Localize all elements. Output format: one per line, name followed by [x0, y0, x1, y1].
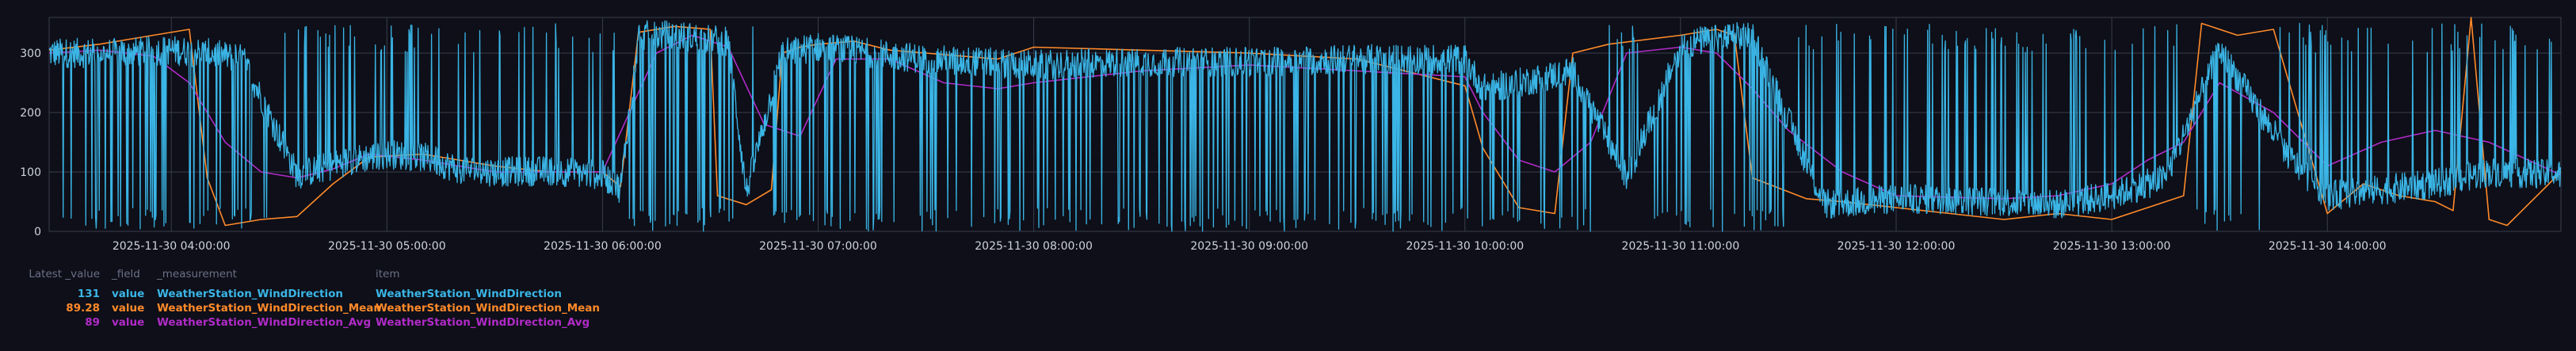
legend-item: WeatherStation_WindDirection_Mean — [376, 302, 601, 315]
legend-measurement: WeatherStation_WindDirection — [157, 288, 343, 300]
y-tick-label: 100 — [20, 166, 41, 179]
series-lines — [48, 17, 2562, 232]
x-tick-label: 2025-11-30 10:00:00 — [1406, 240, 1524, 253]
x-tick-label: 2025-11-30 12:00:00 — [1838, 240, 1956, 253]
legend-measurement: WeatherStation_WindDirection_Avg — [157, 316, 372, 329]
x-tick-label: 2025-11-30 13:00:00 — [2053, 240, 2171, 253]
y-axis: 0 100 200 300 — [20, 48, 41, 238]
x-tick-label: 2025-11-30 14:00:00 — [2269, 240, 2387, 253]
legend-table: Latest _value _field _measurement item 1… — [0, 263, 713, 342]
legend-header-item: item — [376, 268, 400, 280]
legend-header-field: _field — [112, 268, 140, 280]
x-tick-label: 2025-11-30 04:00:00 — [113, 240, 231, 253]
legend-latest-value: 89.28 — [66, 302, 100, 315]
x-tick-label: 2025-11-30 07:00:00 — [759, 240, 877, 253]
legend-latest-value: 131 — [77, 288, 100, 300]
y-tick-label: 200 — [20, 107, 41, 120]
x-axis: 2025-11-30 04:00:00 2025-11-30 05:00:00 20… — [113, 240, 2387, 253]
legend-header-measurement: _measurement — [157, 268, 237, 280]
legend-header-value: Latest _value — [29, 268, 100, 280]
x-tick-label: 2025-11-30 08:00:00 — [975, 240, 1093, 253]
x-tick-label: 2025-11-30 11:00:00 — [1622, 240, 1740, 253]
legend-item: WeatherStation_WindDirection — [376, 288, 562, 300]
series-line-weatherstation-winddirection[interactable] — [48, 20, 2562, 232]
y-tick-label: 300 — [20, 48, 41, 60]
legend-item: WeatherStation_WindDirection_Avg — [376, 316, 590, 329]
legend-latest-value: 89 — [85, 316, 100, 329]
y-tick-label: 0 — [34, 226, 41, 238]
x-tick-label: 2025-11-30 05:00:00 — [328, 240, 446, 253]
legend-field: value — [112, 302, 145, 315]
legend-field: value — [112, 316, 145, 329]
series-line-weatherstation-winddirection-mean[interactable] — [48, 17, 2562, 227]
legend-measurement: WeatherStation_WindDirection_Mean — [157, 302, 382, 315]
legend-field: value — [112, 288, 145, 300]
x-tick-label: 2025-11-30 06:00:00 — [544, 240, 662, 253]
x-tick-label: 2025-11-30 09:00:00 — [1190, 240, 1308, 253]
